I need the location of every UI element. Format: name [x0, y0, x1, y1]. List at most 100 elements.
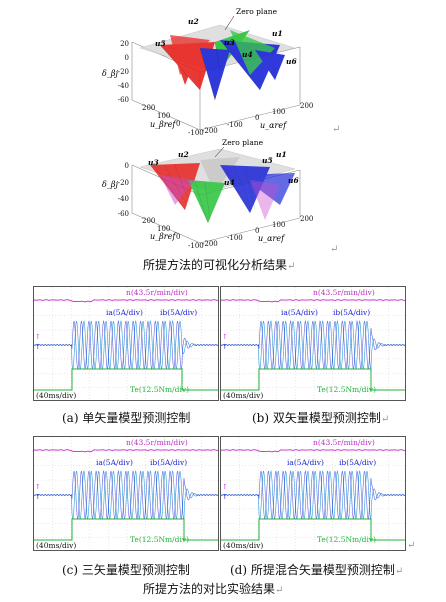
- speed-trace: [221, 449, 405, 453]
- zero-plane-label: Zero plane: [222, 138, 264, 147]
- z-axis-label: δ_βj: [102, 180, 118, 189]
- channel-marker-icon: ↑: [35, 483, 41, 491]
- z-tick: -40: [118, 82, 129, 90]
- torque-label: Te(12.5Nm/div): [317, 535, 377, 544]
- time-scale-label: (40ms/div): [223, 391, 264, 400]
- vector-label: u4: [224, 178, 235, 187]
- panel-b-caption: (b) 双矢量模型预测控制↵: [252, 411, 390, 425]
- channel-marker-icon: ↑: [222, 483, 228, 491]
- y-axis-label: u_βref: [150, 232, 177, 241]
- x-tick: 0: [255, 227, 259, 235]
- torque-trace: [34, 368, 218, 391]
- current-a-label: ia(5A/div): [287, 458, 324, 467]
- vector-label: u4: [242, 50, 253, 59]
- speed-trace: [34, 299, 218, 303]
- z-tick: 0: [125, 162, 129, 170]
- channel-marker-icon: ↑: [222, 333, 228, 341]
- current-a-label: ia(5A/div): [106, 308, 143, 317]
- speed-label: n(43.5r/min/div): [126, 288, 188, 297]
- current-b-label: ib(5A/div): [339, 458, 377, 467]
- vector-label: u3: [224, 38, 235, 47]
- x-tick: -200: [202, 240, 218, 248]
- vector-label: u6: [288, 176, 299, 185]
- speed-label: n(43.5r/min/div): [126, 438, 188, 447]
- z-tick: -40: [118, 195, 129, 203]
- torque-label: Te(12.5Nm/div): [130, 535, 190, 544]
- y-tick: 0: [176, 233, 180, 241]
- vector-label: u2: [188, 17, 199, 26]
- torque-trace: [34, 518, 218, 541]
- torque-trace: [221, 518, 405, 541]
- torque-label: Te(12.5Nm/div): [317, 385, 377, 394]
- current-b-trace: [221, 319, 405, 371]
- vector-label: u3: [148, 158, 159, 167]
- return-mark: ↵: [407, 540, 416, 551]
- channel-marker-icon: ↑: [222, 343, 228, 351]
- figure1-caption: 所提方法的可视化分析结果↵: [143, 258, 296, 272]
- y-tick: 200: [142, 104, 155, 112]
- time-scale-label: (40ms/div): [223, 541, 264, 550]
- x-tick: 100: [272, 108, 285, 116]
- current-b-label: ib(5A/div): [160, 308, 198, 317]
- y-tick: -100: [188, 129, 204, 137]
- scope-waveforms: ↑↑: [34, 287, 218, 400]
- scope-waveforms: ↑↑: [221, 287, 405, 400]
- speed-trace: [34, 449, 218, 453]
- x-tick: -100: [227, 234, 243, 242]
- current-b-trace: [221, 469, 405, 521]
- channel-marker-icon: ↑: [35, 343, 41, 351]
- scope-panel-c: ↑ ↑ n(43.5r/min/div) ia(5A/div) ib(5A/div…: [33, 436, 219, 551]
- z-tick: 0: [125, 54, 129, 62]
- channel-marker-icon: ↑: [35, 333, 41, 341]
- z-tick: -20: [118, 68, 129, 76]
- x-tick: 100: [272, 221, 285, 229]
- vector-label: u5: [155, 39, 166, 48]
- scope-panel-d: ↑ ↑ n(43.5r/min/div) ia(5A/div) ib(5A/div…: [220, 436, 406, 551]
- x-tick: -100: [227, 121, 243, 129]
- current-a-label: ia(5A/div): [96, 458, 133, 467]
- x-tick: 200: [300, 102, 313, 110]
- z-tick: -60: [118, 96, 129, 104]
- z-axis-label: δ_βj: [102, 69, 118, 78]
- current-a-label: ia(5A/div): [281, 308, 318, 317]
- scope-waveforms: ↑↑: [34, 437, 218, 550]
- current-b-label: ib(5A/div): [333, 308, 371, 317]
- x-tick: 0: [255, 114, 259, 122]
- x-tick: 200: [300, 215, 313, 223]
- y-tick: 200: [142, 217, 155, 225]
- return-mark: ↵: [330, 244, 339, 255]
- scope-waveforms: ↑↑: [221, 437, 405, 550]
- panel-a-caption: (a) 单矢量模型预测控制: [62, 411, 191, 425]
- z-tick: 20: [120, 40, 129, 48]
- z-tick: -60: [118, 210, 129, 218]
- plot3d-bottom: 0 -20 -40 -60 δ_βj 200 100 0 -100 u_βref…: [102, 138, 313, 250]
- channel-marker-icon: ↑: [222, 493, 228, 501]
- x-tick: -200: [202, 127, 218, 135]
- zero-plane-label: Zero plane: [236, 7, 278, 16]
- torque-trace: [221, 368, 405, 391]
- scope-panel-a: ↑ ↑ n(43.5r/min/div) ia(5A/div) ib(5A/div…: [33, 286, 219, 401]
- z-tick: -20: [118, 179, 129, 187]
- speed-label: n(43.5r/min/div): [313, 438, 375, 447]
- vector-label: u6: [286, 57, 297, 66]
- current-b-trace: [34, 469, 218, 521]
- vector-label: u2: [178, 150, 189, 159]
- torque-label: Te(12.5Nm/div): [130, 385, 190, 394]
- scope-panel-b: ↑ ↑ n(43.5r/min/div) ia(5A/div) ib(5A/div…: [220, 286, 406, 401]
- speed-label: n(43.5r/min/div): [313, 288, 375, 297]
- vector-label: u1: [276, 150, 287, 159]
- plot3d-top: 20 0 -20 -40 -60 δ_βj 200 100 0 -100 u_β…: [102, 7, 313, 137]
- return-mark: ↵: [332, 124, 341, 135]
- y-tick: 100: [157, 112, 170, 120]
- panel-d-caption: (d) 所提混合矢量模型预测控制↵: [230, 563, 404, 577]
- current-b-label: ib(5A/div): [150, 458, 188, 467]
- vector-label: u1: [272, 29, 283, 38]
- speed-trace: [221, 299, 405, 303]
- y-axis-label: u_βref: [150, 120, 177, 129]
- figure2-caption: 所提方法的对比实验结果↵: [143, 582, 284, 596]
- time-scale-label: (40ms/div): [36, 541, 77, 550]
- vector-label: u5: [262, 156, 273, 165]
- x-axis-label: u_αref: [258, 234, 286, 243]
- y-tick: 100: [157, 225, 170, 233]
- panel-c-caption: (c) 三矢量模型预测控制: [62, 563, 190, 577]
